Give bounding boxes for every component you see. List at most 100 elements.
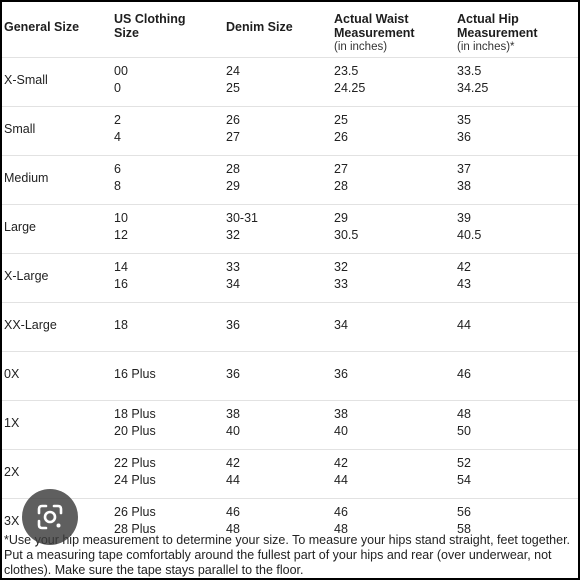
general-size-label: X-Large <box>4 269 49 283</box>
table-row: Medium 6 8 28 29 27 28 37 38 <box>2 155 578 204</box>
cell-waist-value: 29 <box>334 211 348 225</box>
cell-us-size-value: 16 <box>114 277 128 291</box>
general-size-label: 3X <box>4 514 20 528</box>
footnote: *Use your hip measurement to determine y… <box>4 533 571 577</box>
cell-denim-size-value: 26 <box>226 113 240 127</box>
cell-waist-value: 34 <box>334 318 348 332</box>
cell-denim-size-value: 28 <box>226 162 240 176</box>
cell-us-size-value: 0 <box>114 81 121 95</box>
header-denim-size: Denim Size <box>226 20 293 34</box>
cell-denim-size-value: 27 <box>226 130 240 144</box>
cell-us-size-value: 24 Plus <box>114 473 156 487</box>
table-row: XX-Large 18 36 34 44 <box>2 302 578 351</box>
cell-us-size-value: 18 Plus <box>114 407 156 421</box>
cell-hip-value: 40.5 <box>457 228 482 242</box>
cell-hip-value: 43 <box>457 277 471 291</box>
cell-waist-value: 40 <box>334 424 348 438</box>
cell-denim-size-value: 30-31 <box>226 211 258 225</box>
header-waist-unit: (in inches) <box>334 41 388 53</box>
table-row: 2X 22 Plus 24 Plus 42 44 42 44 52 54 <box>2 449 578 498</box>
cell-denim-size-value: 48 <box>226 522 240 536</box>
header-hip-line2: Measurement <box>457 26 538 40</box>
cell-us-size-value: 6 <box>114 162 121 176</box>
table-body: X-Small 00 0 24 25 23.5 24.25 33.5 34.25 Small 2 4 2… <box>2 57 578 547</box>
cell-denim-size-value: 25 <box>226 81 240 95</box>
cell-hip-value: 42 <box>457 260 471 274</box>
cell-denim-size-value: 34 <box>226 277 240 291</box>
table-row: Large 10 12 30-31 32 29 30.5 39 40.5 <box>2 204 578 253</box>
table-row: 3X 26 Plus 28 Plus 46 48 46 48 56 58 <box>2 498 578 547</box>
general-size-label: X-Small <box>4 73 48 87</box>
cell-waist-value: 32 <box>334 260 348 274</box>
cell-denim-size-value: 38 <box>226 407 240 421</box>
cell-waist-value: 30.5 <box>334 228 359 242</box>
cell-hip-value: 33.5 <box>457 64 482 78</box>
cell-hip-value: 54 <box>457 473 471 487</box>
cell-waist-value: 23.5 <box>334 64 359 78</box>
cell-denim-size-value: 33 <box>226 260 240 274</box>
header-us-clothing-size: US Clothing Size <box>114 12 186 40</box>
cell-us-size-value: 26 Plus <box>114 505 156 519</box>
cell-denim-size-value: 32 <box>226 228 240 242</box>
header-general-size: General Size <box>4 20 80 34</box>
cell-denim-size-value: 24 <box>226 64 240 78</box>
header-us-line1: US Clothing <box>114 12 186 26</box>
cell-hip-value: 37 <box>457 162 471 176</box>
cell-hip-value: 38 <box>457 179 471 193</box>
cell-us-size-value: 28 Plus <box>114 522 156 536</box>
table-row: 0X 16 Plus 36 36 46 <box>2 351 578 400</box>
cell-waist-value: 38 <box>334 407 348 421</box>
table-header: General Size US Clothing Size Denim Size… <box>2 2 578 57</box>
cell-waist-value: 33 <box>334 277 348 291</box>
cell-us-size-value: 00 <box>114 64 128 78</box>
cell-waist-value: 27 <box>334 162 348 176</box>
cell-us-size-value: 22 Plus <box>114 456 156 470</box>
size-chart-table: General Size US Clothing Size Denim Size… <box>2 2 578 547</box>
table-row: 1X 18 Plus 20 Plus 38 40 38 40 48 50 <box>2 400 578 449</box>
cell-us-size-value: 16 Plus <box>114 367 156 381</box>
google-lens-icon <box>37 504 63 530</box>
cell-us-size-value: 4 <box>114 130 121 144</box>
cell-us-size-value: 14 <box>114 260 128 274</box>
cell-us-size-value: 20 Plus <box>114 424 156 438</box>
cell-hip-value: 48 <box>457 407 471 421</box>
header-hip-line1: Actual Hip <box>457 12 519 26</box>
header-actual-hip: Actual Hip Measurement (in inches)* <box>457 12 538 54</box>
cell-us-size-value: 8 <box>114 179 121 193</box>
header-us-line2: Size <box>114 26 140 40</box>
general-size-label: Large <box>4 220 36 234</box>
cell-us-size-value: 18 <box>114 318 128 332</box>
table-row: X-Large 14 16 33 34 32 33 42 43 <box>2 253 578 302</box>
google-lens-button[interactable] <box>22 489 78 545</box>
general-size-label: 2X <box>4 465 20 479</box>
cell-hip-value: 39 <box>457 211 471 225</box>
cell-us-size-value: 10 <box>114 211 128 225</box>
cell-hip-value: 44 <box>457 318 471 332</box>
cell-waist-value: 36 <box>334 367 348 381</box>
cell-waist-value: 28 <box>334 179 348 193</box>
cell-denim-size-value: 42 <box>226 456 240 470</box>
table-row: Small 2 4 26 27 25 26 35 36 <box>2 106 578 155</box>
header-actual-waist: Actual Waist Measurement (in inches) <box>334 12 415 54</box>
cell-hip-value: 35 <box>457 113 471 127</box>
cell-hip-value: 34.25 <box>457 81 489 95</box>
general-size-label: 0X <box>4 367 20 381</box>
general-size-label: XX-Large <box>4 318 57 332</box>
general-size-label: Small <box>4 122 36 136</box>
cell-denim-size-value: 36 <box>226 367 240 381</box>
cell-hip-value: 52 <box>457 456 471 470</box>
cell-waist-value: 25 <box>334 113 348 127</box>
cell-waist-value: 26 <box>334 130 348 144</box>
cell-hip-value: 46 <box>457 367 471 381</box>
cell-waist-value: 46 <box>334 505 348 519</box>
cell-hip-value: 56 <box>457 505 471 519</box>
cell-denim-size-value: 46 <box>226 505 240 519</box>
general-size-label: Medium <box>4 171 49 185</box>
cell-waist-value: 44 <box>334 473 348 487</box>
cell-hip-value: 50 <box>457 424 471 438</box>
cell-denim-size-value: 44 <box>226 473 240 487</box>
cell-denim-size-value: 40 <box>226 424 240 438</box>
cell-denim-size-value: 29 <box>226 179 240 193</box>
cell-waist-value: 24.25 <box>334 81 366 95</box>
